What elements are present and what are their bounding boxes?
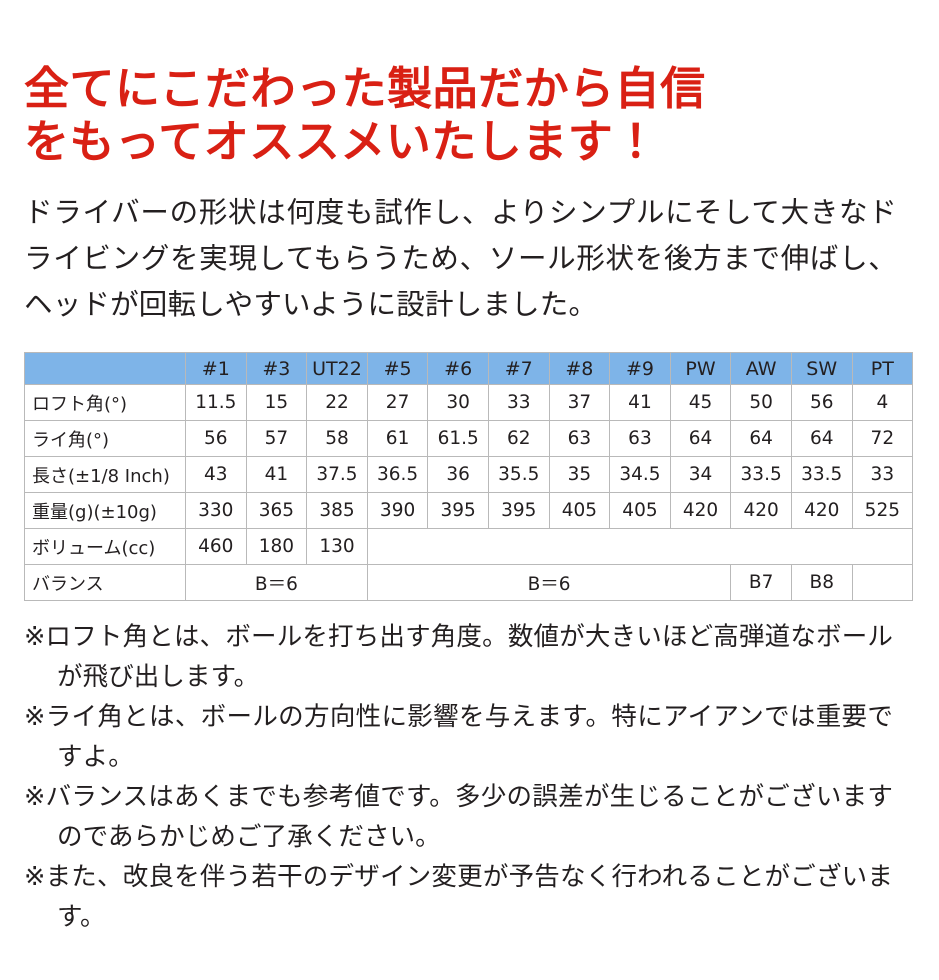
spec-cell: 72 xyxy=(851,420,914,457)
spec-cell: 22 xyxy=(306,384,368,421)
spec-row-label: ロフト角(°) xyxy=(24,384,186,421)
spec-column-header: AW xyxy=(730,352,792,385)
spec-table-row: バランス B＝6 B＝6 B7 B8 xyxy=(24,564,914,601)
spec-cell: 58 xyxy=(306,420,368,457)
spec-column-header: PT xyxy=(851,352,914,385)
spec-table-corner-cell xyxy=(24,352,186,385)
spec-column-header: PW xyxy=(669,352,732,385)
spec-cell: 63 xyxy=(548,420,611,457)
spec-cell: 37 xyxy=(548,384,611,421)
spec-cell: 30 xyxy=(427,384,489,421)
spec-cell: 130 xyxy=(306,528,368,565)
spec-table-row: ロフト角(°) 11.5 15 22 27 30 33 37 41 45 50 56 4 xyxy=(24,384,914,421)
spec-table-container: #1 #3 UT22 #5 #6 #7 #8 #9 PW AW SW PT ロフト角(°) 11.5 15… xyxy=(24,352,915,601)
spec-cell: 64 xyxy=(790,420,853,457)
spec-row-label: バランス xyxy=(24,564,186,601)
spec-column-header: #3 xyxy=(245,352,308,385)
spec-cell: 395 xyxy=(427,492,489,529)
spec-row-label: 重量(g)(±10g) xyxy=(24,492,186,529)
spec-cell: 4 xyxy=(851,384,914,421)
spec-table-row: 重量(g)(±10g) 330 365 385 390 395 395 405 405 420 42… xyxy=(24,492,914,529)
spec-cell: 61.5 xyxy=(427,420,489,457)
spec-cell: 36.5 xyxy=(366,456,429,493)
spec-cell: 34 xyxy=(669,456,732,493)
note-item: ※ライ角とは、ボールの方向性に影響を与えます。特にアイアンでは重要ですよ。 xyxy=(24,702,893,772)
spec-cell: 405 xyxy=(548,492,611,529)
spec-column-header: SW xyxy=(790,352,853,385)
spec-table-row: 長さ(±1/8 Inch) 43 41 37.5 36.5 36 35.5 35 34.5 34 3… xyxy=(24,456,914,493)
spec-cell: 405 xyxy=(609,492,671,529)
spec-cell: 41 xyxy=(609,384,671,421)
spec-cell: 64 xyxy=(730,420,792,457)
spec-table-header-row: #1 #3 UT22 #5 #6 #7 #8 #9 PW AW SW PT xyxy=(24,352,914,385)
spec-table-row: ボリューム(cc) 460 180 130 xyxy=(24,528,914,565)
spec-cell: 33 xyxy=(487,384,550,421)
notes-list: ※ロフト角とは、ボールを打ち出す角度。数値が大きいほど高弾道なボールが飛び出しま… xyxy=(24,617,915,937)
spec-cell: 50 xyxy=(730,384,792,421)
spec-cell: 33.5 xyxy=(790,456,853,493)
spec-cell: 63 xyxy=(609,420,671,457)
spec-cell: 385 xyxy=(306,492,368,529)
spec-cell: 420 xyxy=(790,492,853,529)
spec-column-header: #1 xyxy=(185,352,247,385)
spec-cell: 420 xyxy=(730,492,792,529)
spec-cell: B8 xyxy=(790,564,853,601)
spec-cell: 34.5 xyxy=(609,456,671,493)
spec-cell: 62 xyxy=(487,420,550,457)
spec-cell: 43 xyxy=(185,456,247,493)
spec-column-header: #7 xyxy=(487,352,550,385)
spec-cell: 57 xyxy=(245,420,308,457)
spec-cell: 330 xyxy=(185,492,247,529)
spec-column-header: #8 xyxy=(548,352,611,385)
note-item: ※ロフト角とは、ボールを打ち出す角度。数値が大きいほど高弾道なボールが飛び出しま… xyxy=(24,622,893,692)
spec-cell: 420 xyxy=(669,492,732,529)
spec-row-label: 長さ(±1/8 Inch) xyxy=(24,456,186,493)
spec-cell: 11.5 xyxy=(185,384,247,421)
spec-table-head: #1 #3 UT22 #5 #6 #7 #8 #9 PW AW SW PT xyxy=(24,352,914,385)
page-headline: 全てにこだわった製品だから自信 をもってオススメいたします！ xyxy=(24,62,706,168)
spec-cell: 35 xyxy=(548,456,611,493)
lead-paragraph: ドライバーの形状は何度も試作し、よりシンプルにそして大きなドライビングを実現して… xyxy=(24,196,897,321)
spec-cell: 33.5 xyxy=(730,456,792,493)
spec-cell-empty xyxy=(366,528,914,565)
spec-cell: 56 xyxy=(185,420,247,457)
spec-cell: 45 xyxy=(669,384,732,421)
spec-cell: B＝6 xyxy=(366,564,732,601)
spec-cell: 15 xyxy=(245,384,308,421)
spec-cell: 27 xyxy=(366,384,429,421)
spec-table: #1 #3 UT22 #5 #6 #7 #8 #9 PW AW SW PT ロフト角(°) 11.5 15… xyxy=(24,352,914,601)
spec-cell: 180 xyxy=(245,528,308,565)
spec-cell: 390 xyxy=(366,492,429,529)
spec-column-header: #6 xyxy=(427,352,489,385)
spec-column-header: #5 xyxy=(366,352,429,385)
spec-cell: 33 xyxy=(851,456,914,493)
spec-cell: 365 xyxy=(245,492,308,529)
spec-cell: 36 xyxy=(427,456,489,493)
note-item: ※また、改良を伴う若干のデザイン変更が予告なく行われることがございます。 xyxy=(24,862,893,932)
spec-cell: 61 xyxy=(366,420,429,457)
spec-cell: 460 xyxy=(185,528,247,565)
spec-cell: B7 xyxy=(730,564,792,601)
spec-row-label: ライ角(°) xyxy=(24,420,186,457)
spec-cell: 56 xyxy=(790,384,853,421)
spec-cell: 41 xyxy=(245,456,308,493)
spec-cell: 64 xyxy=(669,420,732,457)
spec-cell: 525 xyxy=(851,492,914,529)
spec-cell: B＝6 xyxy=(185,564,368,601)
spec-cell: 37.5 xyxy=(306,456,368,493)
spec-table-row: ライ角(°) 56 57 58 61 61.5 62 63 63 64 64 64 72 xyxy=(24,420,914,457)
note-item: ※バランスはあくまでも参考値です。多少の誤差が生じることがございますのであらかじ… xyxy=(24,782,893,852)
spec-cell: 395 xyxy=(487,492,550,529)
spec-cell-empty xyxy=(851,564,914,601)
spec-cell: 35.5 xyxy=(487,456,550,493)
spec-column-header: #9 xyxy=(609,352,671,385)
spec-column-header: UT22 xyxy=(306,352,368,385)
spec-row-label: ボリューム(cc) xyxy=(24,528,186,565)
spec-table-body: ロフト角(°) 11.5 15 22 27 30 33 37 41 45 50 56 4 ライ角(°) 56… xyxy=(24,384,914,601)
